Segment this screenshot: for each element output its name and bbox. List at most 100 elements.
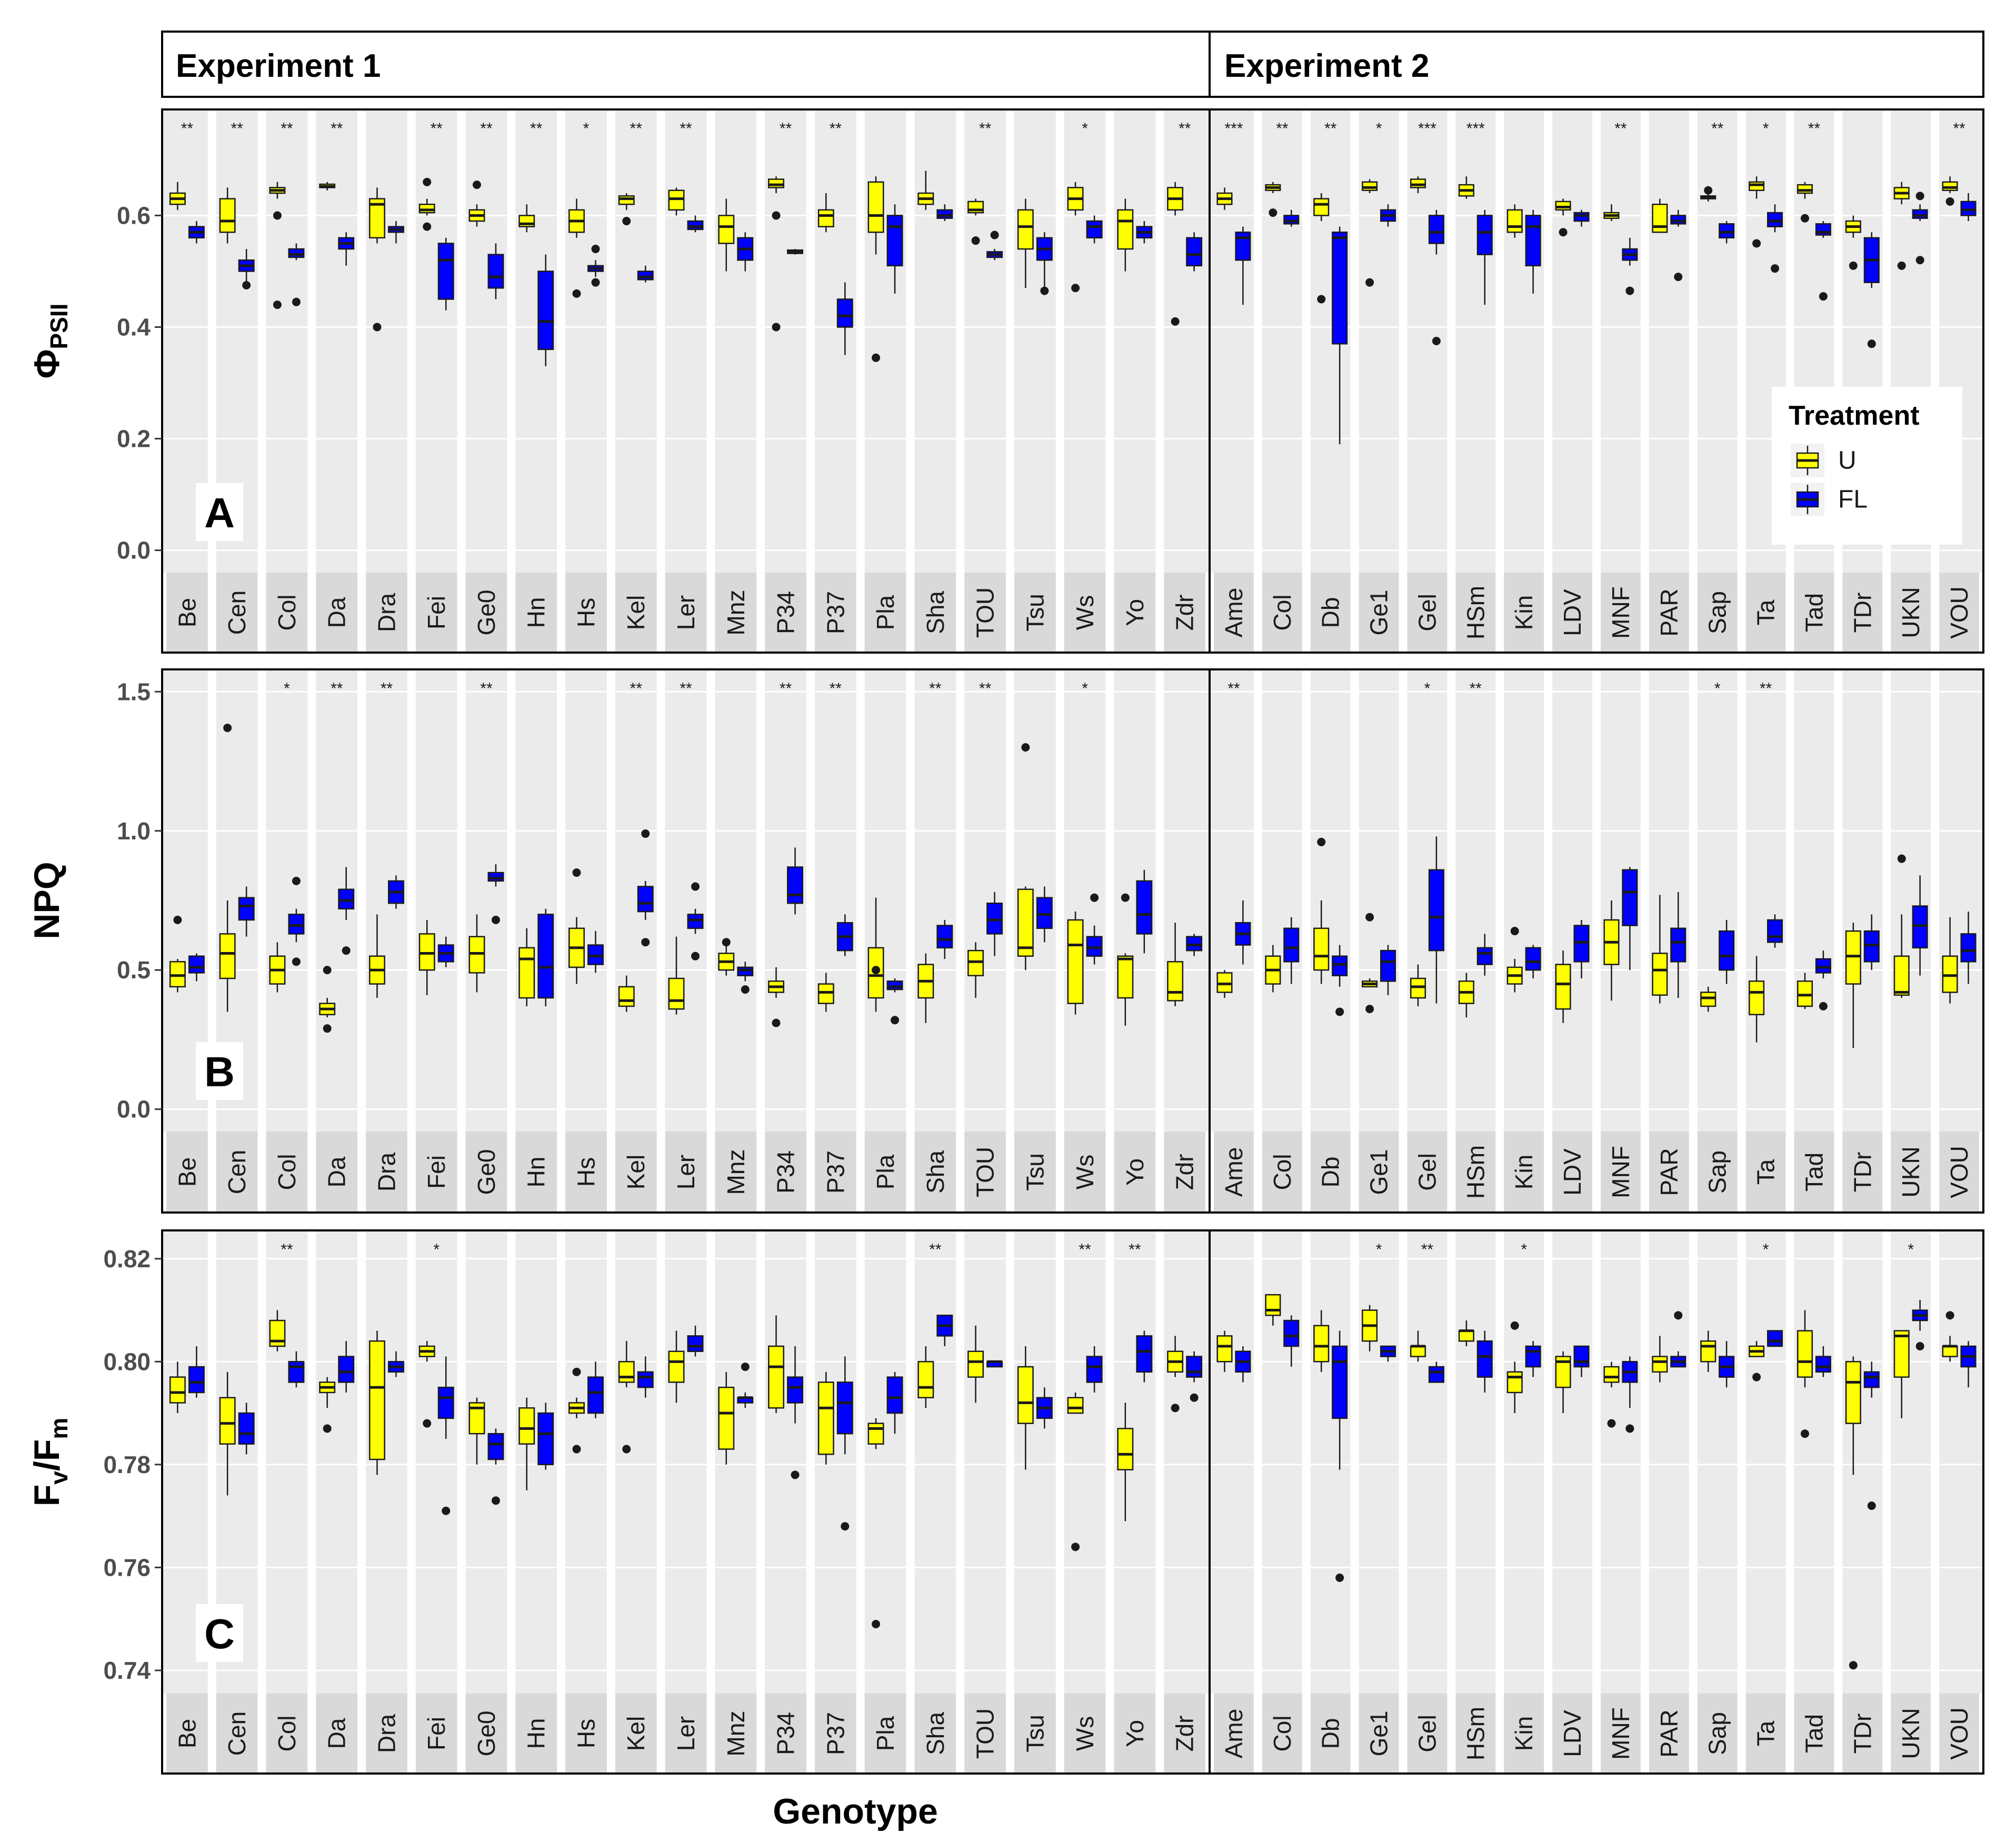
box-A-exp2-Col-FL-box [1283, 215, 1300, 225]
box-B-exp2-Kin-U-outlier [1510, 927, 1519, 936]
box-C-exp1-Zdr-FL-outlier [1190, 1393, 1199, 1402]
genotype-label-Hs: Hs [572, 1719, 600, 1748]
significance-mark: ** [480, 120, 493, 137]
genotype-label-Zdr: Zdr [1171, 1716, 1199, 1752]
genotype-strip-cell [415, 1131, 457, 1213]
genotype-label-Tad: Tad [1800, 593, 1828, 632]
genotype-label-Fei: Fei [423, 1155, 450, 1189]
genotype-label-PAR: PAR [1655, 588, 1683, 636]
genotype-strip-cell [1504, 573, 1544, 653]
box-B-exp1-Col-FL-outlier [292, 957, 301, 966]
significance-mark: * [583, 120, 590, 137]
box-A-exp2-Ta-FL-outlier [1771, 264, 1780, 273]
genotype-label-Ame: Ame [1220, 588, 1247, 638]
genotype-strip-cell [515, 573, 557, 653]
box-B-exp1-Kel-FL-outlier [641, 938, 650, 947]
y-tick-label: 0.2 [117, 425, 151, 453]
box-A-exp2-Tad-FL-outlier [1819, 292, 1828, 301]
genotype-strip-cell [1064, 1131, 1106, 1213]
box-A-exp2-UKN-FL-box [1912, 209, 1928, 219]
box-B-exp1-Mnz-FL-outlier [741, 985, 750, 994]
box-C-exp2-HSm-U-box [1458, 1330, 1474, 1342]
box-B-exp2-Col-FL-box [1283, 927, 1300, 963]
legend-title: Treatment [1789, 400, 1920, 431]
box-C-exp1-Cen-U-box [219, 1397, 236, 1445]
box-A-exp1-Pla-U-outlier [872, 353, 881, 362]
genotype-strip-cell [565, 1694, 607, 1774]
genotype-label-Dra: Dra [373, 593, 400, 633]
genotype-label-Fei: Fei [423, 596, 450, 629]
significance-mark: ** [830, 680, 842, 697]
box-A-exp1-Fei-U-outlier [423, 222, 432, 231]
significance-mark: ** [979, 680, 992, 697]
panel-letter-B: B [204, 1048, 235, 1095]
genotype-label-Col: Col [273, 594, 301, 630]
genotype-label-Yo: Yo [1121, 1158, 1149, 1186]
box-B-exp1-Ws-U-box [1067, 919, 1084, 1004]
y-tick-label: 0.4 [117, 313, 151, 340]
box-A-exp1-Col-FL-box [288, 248, 305, 258]
box-A-exp1-Col-U-outlier [273, 211, 282, 220]
genotype-strip-cell [964, 1131, 1006, 1213]
panel-C: Be Cen Col Da Dra Fei Ge0 Hn Hs Kel Ler Mnz P34 P37 Pl… [27, 1229, 1984, 1775]
genotype-label-P34: P34 [772, 1712, 800, 1755]
significance-mark: ** [1421, 1241, 1434, 1258]
significance-mark: * [284, 680, 290, 697]
genotype-strip-cell [366, 1131, 407, 1213]
box-A-exp2-UKN-FL-outlier [1915, 192, 1924, 201]
box-B-exp1-P34-FL-box [787, 866, 803, 904]
genotype-label-Mnz: Mnz [722, 590, 750, 636]
genotype-label-MNF: MNF [1607, 586, 1634, 639]
box-A-exp2-UKN-FL-outlier [1915, 256, 1924, 265]
box-B-exp1-Ge0-FL-box [487, 872, 504, 882]
facet-header-experiment-1: Experiment 1 [176, 48, 381, 84]
box-C-exp1-Hs-FL-box [587, 1376, 604, 1414]
significance-mark: ** [530, 120, 543, 137]
box-A-exp1-Col-FL-outlier [292, 297, 301, 306]
genotype-label-Pla: Pla [872, 1154, 899, 1189]
genotype-label-Ame: Ame [1220, 1147, 1247, 1197]
genotype-label-Da: Da [323, 597, 351, 628]
genotype-strip-cell [864, 573, 906, 653]
significance-mark: ** [929, 680, 942, 697]
significance-mark: ** [1227, 680, 1240, 697]
box-A-exp2-LDV-FL-box [1573, 212, 1590, 222]
genotype-label-Db: Db [1317, 1718, 1344, 1749]
box-B-exp2-TDr-U-box [1845, 930, 1861, 985]
box-A-exp1-Tsu-FL-outlier [1040, 286, 1049, 295]
box-B-exp1-Ler-FL-box [687, 914, 704, 929]
box-C-exp2-TDr-FL-outlier [1867, 1501, 1876, 1510]
box-C-exp2-UKN-FL-outlier [1915, 1342, 1924, 1350]
genotype-strip-cell [914, 1694, 956, 1774]
y-tick-label: 0.78 [103, 1451, 151, 1478]
box-C-exp1-Hn-U-box [518, 1407, 535, 1445]
box-A-exp1-Yo-U-box [1117, 209, 1134, 250]
box-C-exp2-Tad-FL-box [1815, 1356, 1831, 1373]
box-A-exp1-Kel-FL-box [637, 271, 654, 281]
genotype-strip-cell [1939, 573, 1979, 653]
box-C-exp1-Fei-U-outlier [423, 1419, 432, 1428]
significance-mark: * [1908, 1241, 1914, 1258]
box-B-exp2-TDr-FL-box [1863, 930, 1880, 963]
box-B-exp2-Sap-U-box [1700, 991, 1716, 1007]
box-B-exp1-Tsu-FL-box [1036, 897, 1053, 929]
genotype-strip-cell [864, 1694, 906, 1774]
panel-A: Be Cen Col Da Dra Fei Ge0 Hn Hs Kel Ler Mnz P34 P37 Pl… [27, 108, 1984, 654]
box-C-exp2-Col-U-box [1265, 1294, 1281, 1316]
box-A-exp2-Ta-U-outlier [1752, 239, 1761, 248]
box-A-exp2-Gel-FL-box [1428, 215, 1444, 244]
panel-background [162, 109, 1210, 573]
box-C-exp1-Ws-U-outlier [1071, 1542, 1080, 1551]
box-B-exp1-Col-FL-outlier [292, 876, 301, 885]
box-C-exp2-VOU-U-outlier [1945, 1311, 1954, 1320]
box-C-exp2-Kin-U-outlier [1510, 1321, 1519, 1330]
genotype-label-VOU: VOU [1945, 586, 1973, 639]
box-A-exp2-Kin-U-box [1506, 209, 1523, 233]
box-C-exp2-Gel-FL-box [1428, 1366, 1444, 1383]
genotype-strip-cell [266, 1131, 308, 1213]
genotype-strip-cell [814, 573, 856, 653]
significance-mark: * [1082, 680, 1088, 697]
genotype-strip-cell [216, 1694, 258, 1774]
box-B-exp1-Kel-FL-box [637, 886, 654, 913]
significance-mark: ** [1079, 1241, 1091, 1258]
